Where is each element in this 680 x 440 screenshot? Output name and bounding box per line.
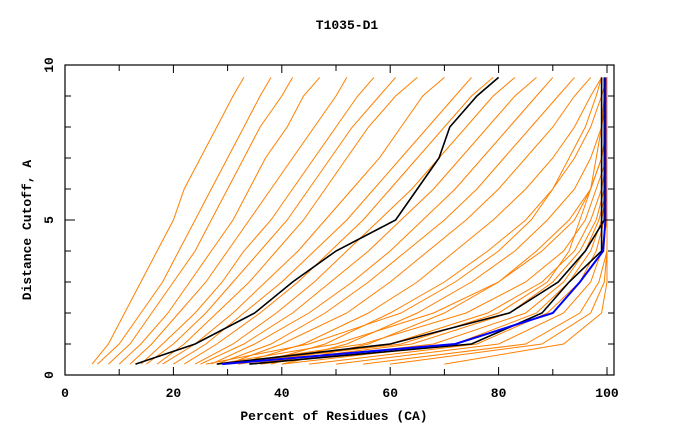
model-curve-11 xyxy=(194,77,516,365)
highlight-curve-0 xyxy=(135,76,500,365)
y-tick-label: 10 xyxy=(42,57,57,73)
model-curve-20 xyxy=(205,77,603,365)
y-tick-label: 0 xyxy=(42,371,57,379)
x-tick-labels: 0 20 40 60 80 100 xyxy=(61,386,619,401)
model-curve-31 xyxy=(390,77,608,365)
model-curve-22 xyxy=(227,77,608,365)
series-layer xyxy=(91,76,608,366)
chart-title: T1035-D1 xyxy=(316,18,379,33)
x-axis-label: Percent of Residues (CA) xyxy=(240,409,427,424)
model-curve-5 xyxy=(140,77,375,365)
model-curve-3 xyxy=(118,77,321,365)
y-axis-label: Distance Cutoff, A xyxy=(20,160,35,301)
model-curve-7 xyxy=(156,77,418,365)
model-curve-8 xyxy=(162,77,445,365)
y-tick-label: 5 xyxy=(42,216,57,224)
model-curve-21 xyxy=(216,77,608,365)
model-curve-17 xyxy=(254,77,608,365)
model-curve-10 xyxy=(183,77,494,365)
model-curve-14 xyxy=(216,77,575,365)
model-curve-24 xyxy=(238,77,608,365)
x-tick-label: 40 xyxy=(274,386,290,401)
x-tick-label: 60 xyxy=(382,386,398,401)
model-curve-12 xyxy=(200,77,537,365)
y-tick-labels: 0 5 10 xyxy=(42,57,57,379)
x-tick-label: 80 xyxy=(491,386,507,401)
ticks-layer xyxy=(64,64,614,376)
model-curve-6 xyxy=(146,77,396,365)
model-curve-23 xyxy=(227,77,608,365)
model-curve-16 xyxy=(238,77,603,365)
model-curve-0 xyxy=(91,77,245,365)
model-curve-9 xyxy=(173,77,472,365)
model-curve-15 xyxy=(227,77,592,365)
model-curve-28 xyxy=(308,77,608,365)
x-tick-label: 0 xyxy=(61,386,69,401)
model-curve-13 xyxy=(211,77,554,365)
model-curve-2 xyxy=(108,77,294,365)
model-curve-4 xyxy=(129,77,348,365)
x-tick-label: 100 xyxy=(595,386,619,401)
model-curve-18 xyxy=(270,77,608,365)
model-curve-1 xyxy=(97,77,272,365)
x-tick-label: 20 xyxy=(166,386,182,401)
